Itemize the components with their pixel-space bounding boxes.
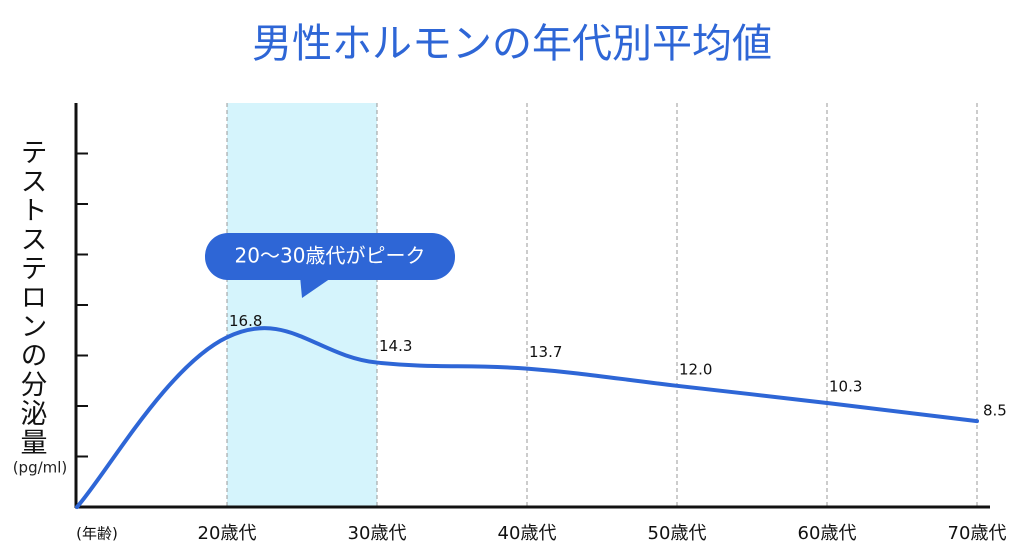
x-tick-label: 50歳代 bbox=[648, 523, 707, 544]
data-label: 13.7 bbox=[529, 343, 562, 361]
data-label: 16.8 bbox=[229, 312, 262, 330]
highlight-band bbox=[227, 103, 377, 507]
x-tick-label: 70歳代 bbox=[948, 523, 1007, 544]
data-label: 12.0 bbox=[679, 360, 712, 378]
data-label: 10.3 bbox=[829, 377, 862, 395]
y-axis-label: テストステロンの分泌量 bbox=[16, 138, 47, 457]
callout: 20〜30歳代がピーク bbox=[205, 233, 455, 298]
data-label: 8.5 bbox=[983, 402, 1007, 420]
x-tick-label: 60歳代 bbox=[798, 523, 857, 544]
chart-title: 男性ホルモンの年代別平均値 bbox=[252, 21, 772, 67]
x-tick-label: (年齢) bbox=[76, 525, 118, 543]
data-label: 14.3 bbox=[379, 337, 412, 355]
x-tick-label: 40歳代 bbox=[498, 523, 557, 544]
callout-text: 20〜30歳代がピーク bbox=[235, 244, 426, 268]
x-tick-label: 30歳代 bbox=[348, 523, 407, 544]
data-line bbox=[75, 326, 979, 509]
y-axis-unit: (pg/ml) bbox=[13, 459, 68, 477]
callout-tail bbox=[300, 276, 334, 298]
callout-box bbox=[205, 233, 455, 280]
x-tick-label: 20歳代 bbox=[198, 523, 257, 544]
